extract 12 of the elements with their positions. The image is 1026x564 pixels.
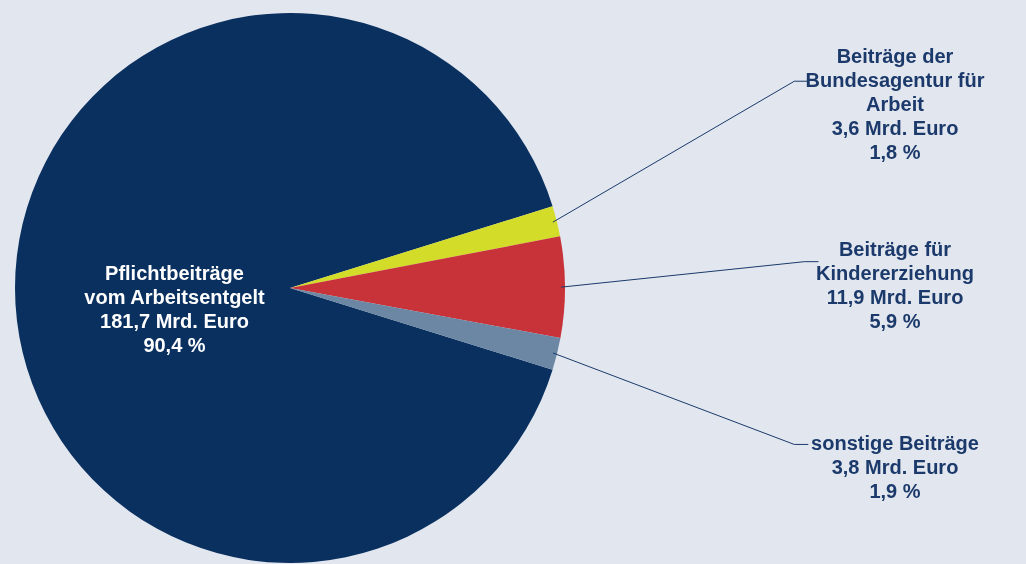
pie-slice <box>15 13 553 563</box>
data-label: 3,6 Mrd. Euro 1,8 % <box>831 117 959 164</box>
data-label: 11,9 Mrd. Euro 5,9 % <box>826 285 964 332</box>
pie-slice <box>290 236 565 339</box>
data-label: 181,7 Mrd. Euro 90,4 % <box>100 310 249 356</box>
slice-label: Beiträge für Kindererziehung <box>816 237 974 284</box>
pie-slice <box>290 288 561 370</box>
data-label: 3,8 Mrd. Euro 1,9 % <box>831 456 959 503</box>
slice-label: sonstige Beiträge <box>811 432 979 455</box>
pie-slice <box>290 206 561 288</box>
slice-label: Beiträge der Bundesagentur für Arbeit <box>805 45 985 116</box>
slice-label: Pflichtbeiträge vom Arbeitsentgelt <box>84 262 266 308</box>
